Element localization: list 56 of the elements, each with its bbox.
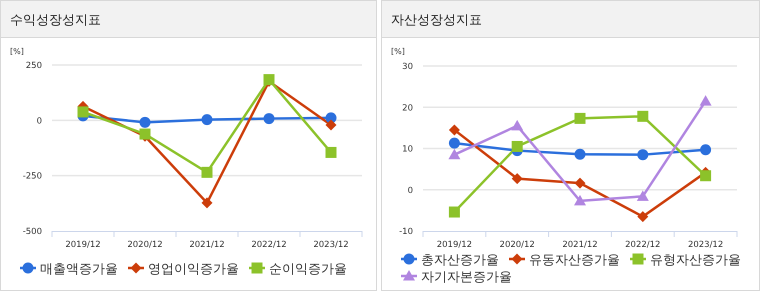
x-tick-label: 2020/12 [500,240,535,250]
point [700,95,712,106]
point [448,124,460,136]
legend-label: 유동자산증가율 [529,253,620,268]
point [636,190,649,201]
y-tick-label: 10 [402,144,413,154]
legend-label: 매출액증가율 [40,262,118,277]
x-tick-label: 2021/12 [562,240,598,250]
point [448,138,460,149]
x-tick-label: 2020/12 [127,240,163,250]
legend-label: 영업이익증가율 [148,262,239,277]
point [326,146,336,158]
point [78,106,88,118]
legend-label: 총자산증가율 [421,253,499,268]
point [326,119,336,130]
point [574,112,586,124]
point [264,113,274,124]
y-tick-label: 250 [26,61,42,71]
y-tick-label: -10 [399,227,413,237]
chart-title: 자산성장성지표 [391,13,482,28]
legend-label: 순이익증가율 [269,262,347,277]
point [448,206,460,218]
x-tick-label: 2023/12 [313,240,349,250]
y-tick-label: -500 [22,227,42,237]
y-tick-label: 20 [402,103,413,114]
point [637,149,648,160]
point [700,170,712,182]
point [448,148,460,160]
point [574,148,586,160]
x-tick-label: 2022/12 [251,240,287,250]
point [637,211,648,222]
y-tick-label: 30 [402,62,413,72]
y-tick-label: 0 [36,116,42,126]
point [140,116,150,128]
legend-label: 자기자본증가율 [421,270,512,285]
legend-label: 유형자산증가율 [650,253,741,268]
point [512,173,523,184]
point [202,166,212,178]
point [574,194,586,206]
point [512,140,523,152]
y-axis-title: [%] [10,47,24,56]
y-tick-label: 0 [408,186,413,196]
x-tick-label: 2019/12 [436,240,472,250]
point [511,120,524,130]
y-tick-label: -250 [22,172,42,182]
x-tick-label: 2023/12 [688,240,724,250]
point [202,197,212,208]
point [202,114,212,126]
x-tick-label: 2019/12 [65,240,101,250]
x-tick-label: 2022/12 [625,240,660,250]
chart-title: 수익성장성지표 [10,13,101,28]
point [700,144,712,156]
point [637,110,648,122]
x-tick-label: 2021/12 [189,240,225,250]
point [574,178,586,189]
y-axis-title: [%] [391,47,405,56]
